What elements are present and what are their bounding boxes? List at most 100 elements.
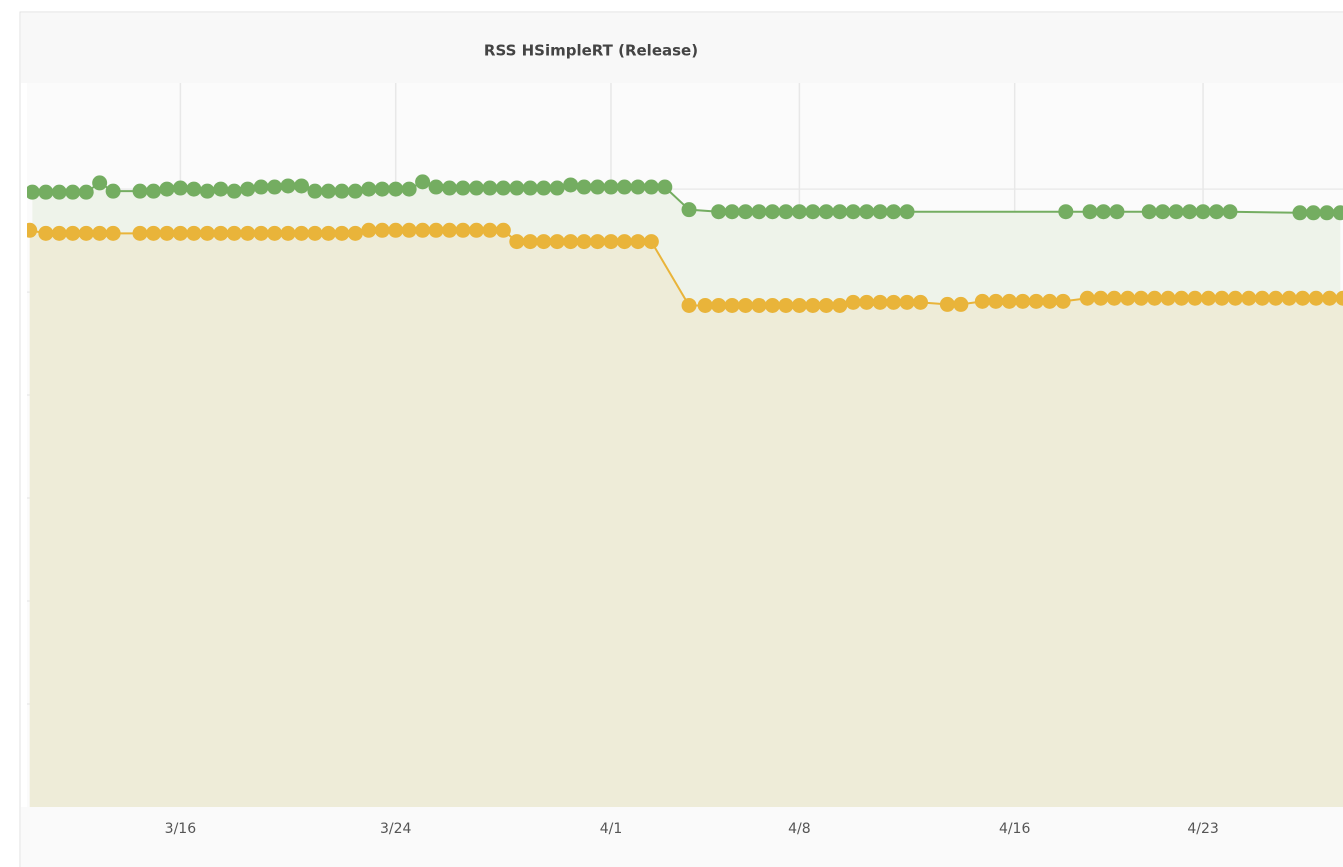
x-tick-label: 4/8 (788, 821, 811, 837)
point (455, 180, 471, 196)
point (172, 225, 188, 241)
point (132, 183, 148, 199)
point (334, 225, 350, 241)
point (681, 202, 697, 218)
point (226, 225, 242, 241)
point (988, 293, 1004, 309)
point (576, 179, 592, 195)
point (186, 181, 202, 197)
point (1182, 204, 1198, 220)
point (1133, 290, 1149, 306)
point (401, 222, 417, 238)
point (482, 180, 498, 196)
point (428, 222, 444, 238)
point (253, 179, 269, 195)
point (643, 234, 659, 250)
point (280, 178, 296, 194)
point (832, 297, 848, 313)
point (590, 179, 606, 195)
point (199, 183, 215, 199)
point (495, 222, 511, 238)
point (751, 297, 767, 313)
plot (27, 174, 1343, 807)
point (522, 180, 538, 196)
point (1332, 205, 1343, 221)
point (65, 225, 81, 241)
point (51, 225, 67, 241)
point (213, 225, 229, 241)
point (1281, 290, 1297, 306)
point (226, 183, 242, 199)
point (1319, 205, 1335, 221)
point (724, 204, 740, 220)
point (974, 293, 990, 309)
point (1155, 204, 1171, 220)
point (1200, 290, 1216, 306)
point (442, 222, 458, 238)
point (92, 175, 108, 191)
point (1305, 205, 1321, 221)
point (347, 183, 363, 199)
x-axis: 3/16 3/24 4/1 4/8 4/16 4/23 (165, 821, 1219, 837)
point (1001, 293, 1017, 309)
point (563, 177, 579, 193)
point (1168, 204, 1184, 220)
point (953, 296, 969, 312)
point (388, 181, 404, 197)
point (51, 184, 67, 200)
point (186, 225, 202, 241)
point (267, 225, 283, 241)
point (509, 234, 525, 250)
point (468, 222, 484, 238)
point (78, 225, 94, 241)
point (616, 234, 632, 250)
point (38, 225, 54, 241)
point (939, 296, 955, 312)
point (1174, 290, 1190, 306)
point (320, 183, 336, 199)
point (38, 184, 54, 200)
point (240, 181, 256, 197)
point (1082, 204, 1098, 220)
x-axis-band (21, 807, 1343, 867)
point (495, 180, 511, 196)
point (832, 204, 848, 220)
point (1093, 290, 1109, 306)
point (616, 179, 632, 195)
point (1028, 293, 1044, 309)
point (576, 234, 592, 250)
point (764, 297, 780, 313)
point (1322, 290, 1338, 306)
point (751, 204, 767, 220)
point (791, 204, 807, 220)
point (253, 225, 269, 241)
point (388, 222, 404, 238)
point (859, 294, 875, 310)
x-tick-label: 4/1 (600, 821, 623, 837)
point (603, 234, 619, 250)
point (442, 180, 458, 196)
point (1160, 290, 1176, 306)
x-tick-label: 4/16 (999, 821, 1031, 837)
point (1187, 290, 1203, 306)
point (1079, 290, 1095, 306)
point (455, 222, 471, 238)
point (1214, 290, 1230, 306)
point (1195, 204, 1211, 220)
x-tick-label: 3/24 (380, 821, 412, 837)
point (509, 180, 525, 196)
point (92, 225, 108, 241)
point (334, 183, 350, 199)
point (1042, 293, 1058, 309)
point (294, 225, 310, 241)
point (1055, 293, 1071, 309)
point (65, 184, 81, 200)
point (1222, 204, 1238, 220)
point (401, 181, 417, 197)
point (630, 179, 646, 195)
point (78, 184, 94, 200)
point (818, 297, 834, 313)
point (630, 234, 646, 250)
